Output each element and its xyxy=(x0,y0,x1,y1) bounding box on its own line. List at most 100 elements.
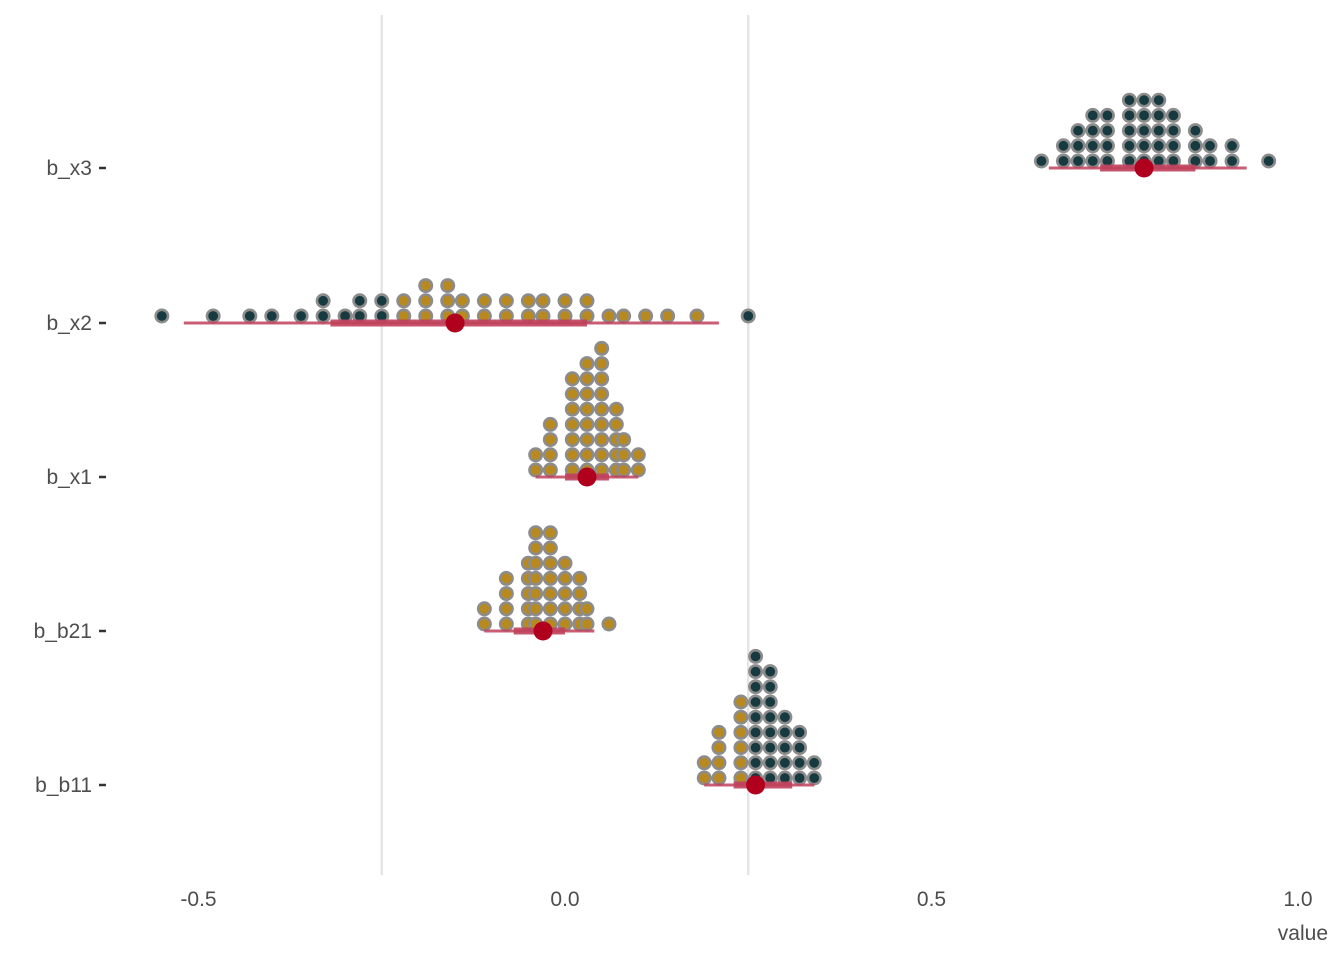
dot xyxy=(748,679,764,695)
dot xyxy=(1121,92,1137,108)
dot xyxy=(557,293,573,309)
dot xyxy=(542,601,558,617)
dot xyxy=(293,308,309,324)
dot-group-b_b11 xyxy=(696,648,822,786)
dot xyxy=(564,416,580,432)
dot xyxy=(476,601,492,617)
dot xyxy=(748,724,764,740)
dot xyxy=(557,555,573,571)
dot xyxy=(1055,138,1071,154)
y-tick-label: b_x3 xyxy=(46,157,92,180)
dot xyxy=(594,432,610,448)
dot xyxy=(564,386,580,402)
dot xyxy=(696,755,712,771)
dot xyxy=(733,724,749,740)
dot xyxy=(154,308,170,324)
dot xyxy=(689,308,705,324)
dot xyxy=(1151,138,1167,154)
dot xyxy=(762,724,778,740)
dot xyxy=(660,308,676,324)
interval-group-b_x1 xyxy=(535,467,639,487)
point-estimate xyxy=(1134,158,1154,178)
dot xyxy=(748,755,764,771)
dot xyxy=(542,462,558,478)
dot xyxy=(594,340,610,356)
dot xyxy=(1085,138,1101,154)
point-estimate xyxy=(533,621,553,641)
dot-group-b_x2 xyxy=(154,278,756,324)
dot xyxy=(564,432,580,448)
dot xyxy=(528,570,544,586)
dot xyxy=(1099,138,1115,154)
dot xyxy=(733,709,749,725)
dot xyxy=(1136,107,1152,123)
dot xyxy=(777,709,793,725)
y-tick-label: b_b11 xyxy=(35,774,92,797)
dot xyxy=(498,586,514,602)
dot xyxy=(205,308,221,324)
dot xyxy=(638,308,654,324)
dot xyxy=(264,308,280,324)
dot xyxy=(1121,138,1137,154)
dot xyxy=(594,401,610,417)
dot xyxy=(594,386,610,402)
y-tick-label: b_b21 xyxy=(34,620,92,643)
dot xyxy=(242,308,258,324)
dot xyxy=(579,432,595,448)
dot xyxy=(557,570,573,586)
dot xyxy=(711,770,727,786)
dot xyxy=(374,293,390,309)
reference-lines xyxy=(380,15,750,875)
point-estimate xyxy=(445,313,465,333)
dot xyxy=(528,555,544,571)
dot xyxy=(440,293,456,309)
dot xyxy=(579,356,595,372)
dot xyxy=(1151,123,1167,139)
dot xyxy=(315,293,331,309)
dot xyxy=(616,462,632,478)
dot xyxy=(616,432,632,448)
dot xyxy=(498,616,514,632)
dot xyxy=(806,755,822,771)
dot xyxy=(440,278,456,294)
x-tick-label: 1.0 xyxy=(1283,888,1312,911)
dot xyxy=(630,462,646,478)
dot-group-b_x1 xyxy=(528,340,646,478)
dot xyxy=(792,755,808,771)
interval-group-b_x3 xyxy=(1048,158,1247,178)
dot xyxy=(1085,107,1101,123)
dot xyxy=(1121,107,1137,123)
dot xyxy=(748,709,764,725)
dot xyxy=(579,293,595,309)
dot xyxy=(762,679,778,695)
x-axis: -0.5 0.0 0.5 1.0 xyxy=(180,888,1312,911)
dot xyxy=(616,447,632,463)
dot xyxy=(1187,123,1203,139)
dot xyxy=(579,447,595,463)
dot xyxy=(1033,153,1049,169)
dot xyxy=(418,293,434,309)
dot xyxy=(762,740,778,756)
dot xyxy=(594,356,610,372)
dot xyxy=(601,616,617,632)
dot xyxy=(528,601,544,617)
dot xyxy=(572,586,588,602)
dot xyxy=(564,447,580,463)
dot xyxy=(542,586,558,602)
dot xyxy=(352,293,368,309)
dot xyxy=(542,416,558,432)
dot-group-b_b21 xyxy=(476,525,617,632)
dot xyxy=(762,755,778,771)
dot xyxy=(1261,153,1277,169)
dot xyxy=(748,740,764,756)
dot xyxy=(528,586,544,602)
y-tick-label: b_x2 xyxy=(46,312,92,335)
dot xyxy=(1099,123,1115,139)
dot xyxy=(594,416,610,432)
dot xyxy=(1136,92,1152,108)
point-estimate xyxy=(577,467,597,487)
dot xyxy=(498,293,514,309)
x-axis-title: value xyxy=(1278,922,1328,945)
dot xyxy=(528,525,544,541)
dot xyxy=(733,740,749,756)
